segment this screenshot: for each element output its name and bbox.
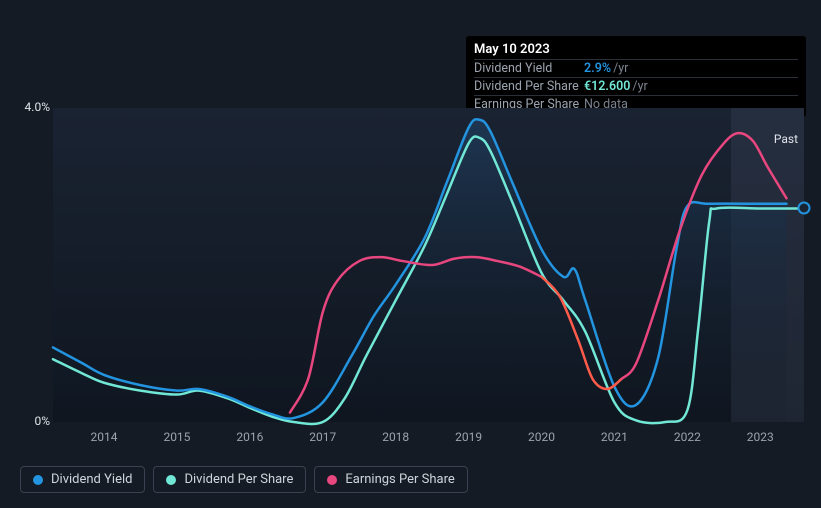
- plot-area[interactable]: Past: [53, 108, 804, 422]
- chart-legend: Dividend Yield Dividend Per Share Earnin…: [20, 466, 468, 493]
- tooltip-unit: /yr: [632, 79, 647, 94]
- tooltip-value: €12.600: [584, 79, 630, 94]
- tooltip-row: Dividend Yield 2.9% /yr: [474, 59, 798, 77]
- legend-swatch: [327, 475, 337, 485]
- x-tick-label: 2019: [455, 430, 482, 444]
- x-tick-label: 2022: [674, 430, 701, 444]
- legend-label: Dividend Per Share: [184, 472, 293, 487]
- legend-swatch: [33, 475, 43, 485]
- x-tick-label: 2021: [601, 430, 628, 444]
- x-tick-label: 2017: [309, 430, 336, 444]
- tooltip-value: 2.9%: [584, 61, 611, 76]
- tooltip-unit: /yr: [613, 61, 628, 76]
- legend-item-dividend-per-share[interactable]: Dividend Per Share: [153, 466, 306, 493]
- x-tick-label: 2015: [163, 430, 190, 444]
- legend-item-dividend-yield[interactable]: Dividend Yield: [20, 466, 145, 493]
- x-tick-label: 2023: [747, 430, 774, 444]
- tooltip-date: May 10 2023: [474, 42, 798, 57]
- x-tick-label: 2014: [91, 430, 118, 444]
- x-tick-label: 2020: [528, 430, 555, 444]
- legend-label: Dividend Yield: [51, 472, 132, 487]
- legend-item-earnings-per-share[interactable]: Earnings Per Share: [314, 466, 467, 493]
- legend-label: Earnings Per Share: [345, 472, 454, 487]
- tooltip-label: Dividend Per Share: [474, 79, 584, 94]
- chart-tooltip: May 10 2023 Dividend Yield 2.9% /yr Divi…: [466, 36, 806, 117]
- x-tick-label: 2016: [236, 430, 263, 444]
- y-tick-label: 0%: [20, 414, 50, 428]
- legend-swatch: [166, 475, 176, 485]
- tooltip-label: Dividend Yield: [474, 61, 584, 76]
- chart-lines: [53, 108, 804, 422]
- tooltip-row: Dividend Per Share €12.600 /yr: [474, 77, 798, 95]
- x-tick-label: 2018: [382, 430, 409, 444]
- y-tick-label: 4.0%: [20, 100, 50, 114]
- dividend-chart[interactable]: 0%4.0% Past 2014201520162017201820192020…: [20, 108, 804, 422]
